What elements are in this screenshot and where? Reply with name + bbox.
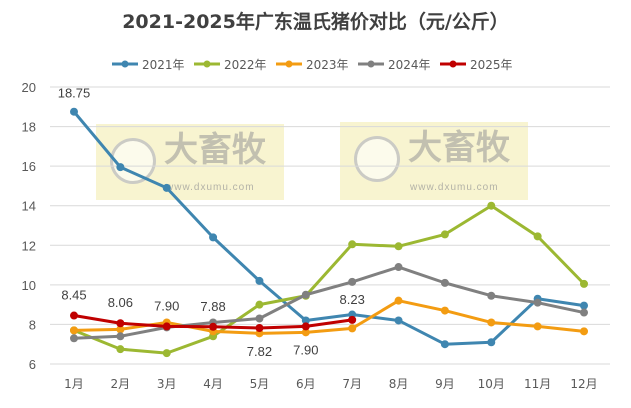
data-point <box>348 240 357 249</box>
y-tick-label: 8 <box>29 317 36 332</box>
data-point <box>348 277 357 286</box>
data-point <box>487 291 496 300</box>
data-label: 8.45 <box>61 288 86 303</box>
data-point <box>162 322 171 331</box>
data-point <box>116 163 125 172</box>
data-point <box>301 290 310 299</box>
x-tick-label: 6月 <box>296 377 316 391</box>
data-point <box>533 232 542 241</box>
x-tick-label: 4月 <box>203 377 223 391</box>
data-point <box>209 233 218 242</box>
data-label: 7.90 <box>154 298 179 313</box>
data-point <box>533 298 542 307</box>
data-point <box>440 230 449 239</box>
data-label: 8.23 <box>340 292 365 307</box>
y-tick-label: 6 <box>29 357 36 372</box>
legend-marker <box>449 60 457 68</box>
watermark: 大畜牧 www.dxumu.com <box>96 124 284 200</box>
x-tick-label: 7月 <box>342 377 362 391</box>
data-point <box>580 308 588 317</box>
legend-marker <box>285 60 293 68</box>
data-point <box>487 318 496 327</box>
series-line-2024年 <box>73 265 585 340</box>
data-point <box>440 340 449 349</box>
data-point <box>394 242 403 251</box>
y-tick-label: 14 <box>22 199 36 214</box>
data-label: 7.90 <box>293 342 318 357</box>
chart-title: 2021-2025年广东温氏猪价对比（元/公斤） <box>122 11 509 33</box>
y-tick-label: 18 <box>22 120 36 135</box>
series-line-2021年 <box>72 110 585 346</box>
data-label: 7.88 <box>200 299 225 314</box>
data-label: 7.82 <box>247 344 272 359</box>
data-point <box>116 319 125 328</box>
x-tick-label: 10月 <box>478 377 505 391</box>
data-point <box>255 323 264 332</box>
data-point <box>209 322 218 331</box>
x-tick-label: 8月 <box>389 377 409 391</box>
data-point <box>487 338 496 347</box>
data-point <box>487 201 496 210</box>
data-point <box>70 334 78 343</box>
data-point <box>394 263 403 272</box>
data-label: 8.06 <box>108 295 133 310</box>
watermark-logo-icon <box>110 138 156 184</box>
watermark: 大畜牧 www.dxumu.com <box>340 122 528 200</box>
data-point <box>440 306 449 315</box>
data-point <box>255 276 264 285</box>
data-point <box>70 326 78 335</box>
legend-label: 2024年 <box>388 58 431 72</box>
y-tick-label: 12 <box>22 238 36 253</box>
data-point <box>301 316 310 325</box>
x-tick-label: 2月 <box>111 377 131 391</box>
data-point <box>580 327 588 336</box>
data-point <box>162 349 171 358</box>
data-point <box>580 301 588 310</box>
data-point <box>70 107 78 116</box>
data-point <box>533 322 542 331</box>
watermark-logo-icon <box>354 136 400 182</box>
data-point <box>255 314 264 323</box>
watermark-brand: 大畜牧 <box>164 130 266 170</box>
data-point <box>255 300 264 309</box>
y-tick-label: 10 <box>22 278 36 293</box>
data-point <box>440 278 449 287</box>
x-tick-label: 12月 <box>570 377 597 391</box>
data-point <box>580 279 588 288</box>
data-point <box>394 316 403 325</box>
data-point <box>162 183 171 192</box>
legend-label: 2022年 <box>224 58 267 72</box>
data-point <box>116 325 125 334</box>
legend-label: 2023年 <box>306 58 349 72</box>
x-tick-label: 11月 <box>524 377 551 391</box>
x-tick-label: 3月 <box>157 377 177 391</box>
data-label: 18.75 <box>58 86 91 101</box>
legend-marker <box>121 60 129 68</box>
data-point <box>70 311 78 320</box>
watermark-url: www.dxumu.com <box>410 182 499 193</box>
data-point <box>348 315 357 324</box>
legend-label: 2025年 <box>470 58 513 72</box>
legend-label: 2021年 <box>142 58 185 72</box>
data-point <box>116 332 125 341</box>
x-tick-label: 5月 <box>250 377 270 391</box>
data-point <box>116 345 125 354</box>
y-tick-label: 16 <box>22 159 36 174</box>
series-line-2022年 <box>73 204 586 355</box>
data-point <box>348 324 357 333</box>
legend-marker <box>367 60 375 68</box>
x-tick-label: 9月 <box>435 377 455 391</box>
watermark-brand: 大畜牧 <box>408 128 510 168</box>
legend-marker <box>203 60 211 68</box>
data-point <box>394 296 403 305</box>
series-line-2023年 <box>73 299 585 335</box>
data-point <box>301 328 310 337</box>
y-tick-label: 20 <box>22 80 36 95</box>
data-point <box>301 322 310 331</box>
watermark-url: www.dxumu.com <box>166 182 255 193</box>
x-tick-label: 1月 <box>64 377 84 391</box>
